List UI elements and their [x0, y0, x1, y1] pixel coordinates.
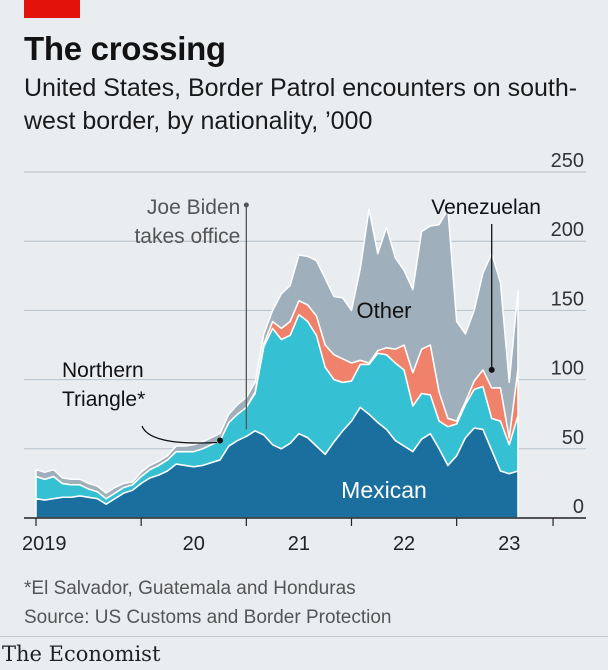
- venezuelan-leader-dot: [488, 366, 495, 373]
- area-series: [35, 208, 519, 519]
- y-tick-label: 100: [551, 358, 584, 380]
- axes: 2019 20 21 22 23: [22, 517, 586, 555]
- annotation-biden: Joe Biden takes office: [134, 196, 240, 248]
- x-tick-label: 21: [288, 533, 310, 555]
- chart-title: The crossing: [24, 30, 226, 67]
- footnote: *El Salvador, Guatemala and Honduras: [24, 578, 356, 599]
- northern-triangle-leader: [141, 425, 218, 444]
- y-tick-label: 200: [551, 219, 584, 241]
- annotation-northern-triangle: Northern Triangle*: [62, 359, 145, 411]
- annotation-mexican: Mexican: [341, 477, 427, 503]
- y-tick-label: 150: [551, 288, 584, 310]
- x-tick-label: 23: [498, 533, 520, 555]
- biden-leader-dot: [243, 202, 249, 208]
- publisher-logo: The Economist: [2, 642, 161, 666]
- x-tick-label: 22: [393, 533, 415, 555]
- footer-divider: [0, 636, 608, 637]
- brand-red-tag: [24, 0, 80, 18]
- y-tick-label: 250: [551, 150, 584, 172]
- source-note: Source: US Customs and Border Protection: [24, 607, 392, 628]
- annotations: Joe Biden takes office Northern Triangle* Ve…: [62, 196, 541, 503]
- annotation-other: Other: [356, 298, 411, 323]
- chart-subtitle: United States, Border Patrol encounters …: [24, 74, 578, 135]
- y-tick-label: 0: [573, 496, 584, 518]
- stacked-area-chart: 0 50 100 150 200 250 2019 20 21 22 23 Joe Biden ta…: [22, 150, 586, 555]
- annotation-venezuelan: Venezuelan: [431, 196, 541, 219]
- northern-triangle-dot: [217, 437, 224, 444]
- y-tick-label: 50: [562, 427, 584, 449]
- gridlines: 0 50 100 150 200 250: [24, 150, 586, 518]
- x-tick-label: 20: [183, 533, 205, 555]
- x-tick-label: 2019: [22, 533, 67, 555]
